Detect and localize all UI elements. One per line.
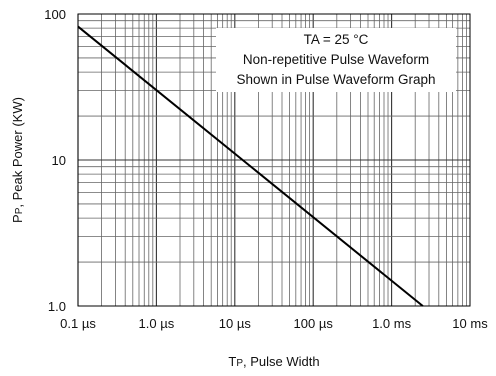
y-axis-title-rest: , Peak Power (KW) (10, 97, 25, 208)
x-axis-title-main: T (228, 354, 236, 369)
y-axis-title: PP, Peak Power (KW) (10, 97, 25, 223)
x-tick-labels: 0.1 µs 1.0 µs 10 µs 100 µs 1.0 ms 10 ms (60, 316, 488, 331)
annotation-background (216, 28, 456, 92)
y-tick-label: 1.0 (48, 299, 66, 314)
x-tick-label: 1.0 ms (372, 316, 412, 331)
x-tick-label: 0.1 µs (60, 316, 96, 331)
series-group (77, 25, 424, 307)
x-axis-title-rest: , Pulse Width (243, 354, 320, 369)
annotation-line-2: Non-repetitive Pulse Waveform (243, 52, 429, 67)
x-axis-title-sub: P (236, 358, 243, 369)
annotation-line-1: TA = 25 °C (304, 32, 369, 47)
series-line-1 (77, 25, 424, 307)
y-tick-labels: 1.0 10 100 (44, 7, 66, 314)
annotation-line-3: Shown in Pulse Waveform Graph (236, 72, 435, 87)
y-tick-label: 10 (52, 153, 66, 168)
x-axis-title: TP, Pulse Width (228, 354, 319, 369)
chart-annotation: TA = 25 °C Non-repetitive Pulse Waveform… (216, 28, 456, 92)
x-tick-label: 10 µs (219, 316, 252, 331)
y-tick-label: 100 (44, 7, 66, 22)
y-axis-title-main: P (10, 214, 25, 223)
x-tick-label: 100 µs (294, 316, 334, 331)
y-axis-title-sub: P (14, 207, 25, 214)
x-tick-label: 1.0 µs (139, 316, 175, 331)
chart-grid (77, 14, 470, 307)
x-tick-label: 10 ms (452, 316, 488, 331)
plot-frame (77, 13, 471, 307)
